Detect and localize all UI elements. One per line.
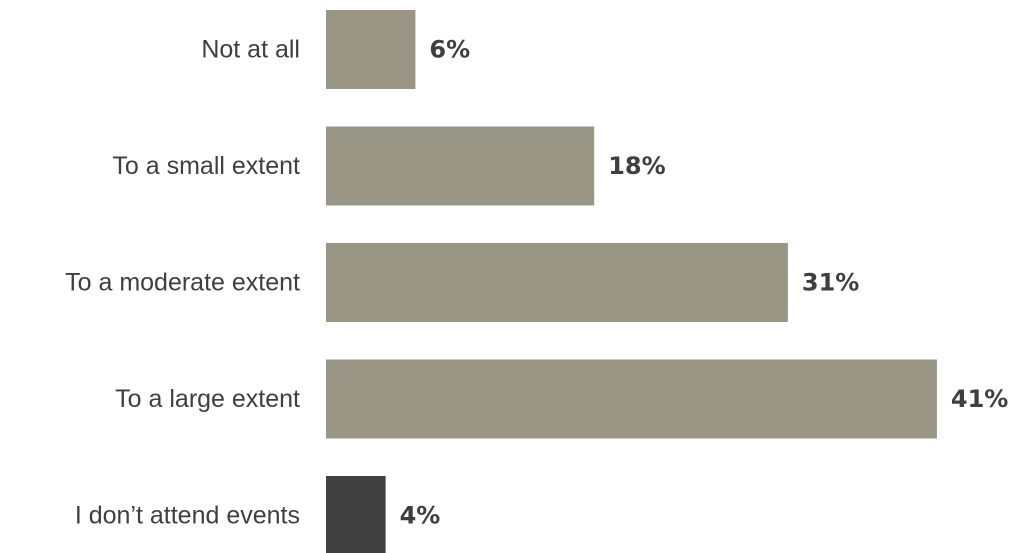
bar-not-at-all bbox=[326, 10, 416, 89]
value-label-to-a-moderate-extent: 31% bbox=[802, 269, 859, 297]
value-label-not-at-all: 6% bbox=[429, 36, 470, 64]
category-label-i-don-t-attend-events: I don’t attend events bbox=[75, 502, 300, 530]
bar-to-a-large-extent bbox=[326, 359, 937, 439]
category-label-not-at-all: Not at all bbox=[201, 36, 300, 64]
value-label-to-a-large-extent: 41% bbox=[951, 385, 1008, 413]
category-label-to-a-large-extent: To a large extent bbox=[115, 385, 300, 413]
category-labels: Not at all To a small extent To a moderate… bbox=[65, 36, 300, 530]
bars-group bbox=[326, 10, 937, 553]
bar-i-don-t-attend-events bbox=[326, 476, 386, 553]
bar-to-a-moderate-extent bbox=[326, 243, 788, 322]
bar-to-a-small-extent bbox=[326, 126, 595, 206]
category-label-to-a-small-extent: To a small extent bbox=[112, 152, 300, 180]
category-label-to-a-moderate-extent: To a moderate extent bbox=[65, 269, 300, 297]
value-label-to-a-small-extent: 18% bbox=[608, 152, 665, 180]
value-labels: 6% 18% 31% 41% 4% bbox=[400, 36, 1009, 530]
value-label-i-don-t-attend-events: 4% bbox=[400, 502, 441, 530]
